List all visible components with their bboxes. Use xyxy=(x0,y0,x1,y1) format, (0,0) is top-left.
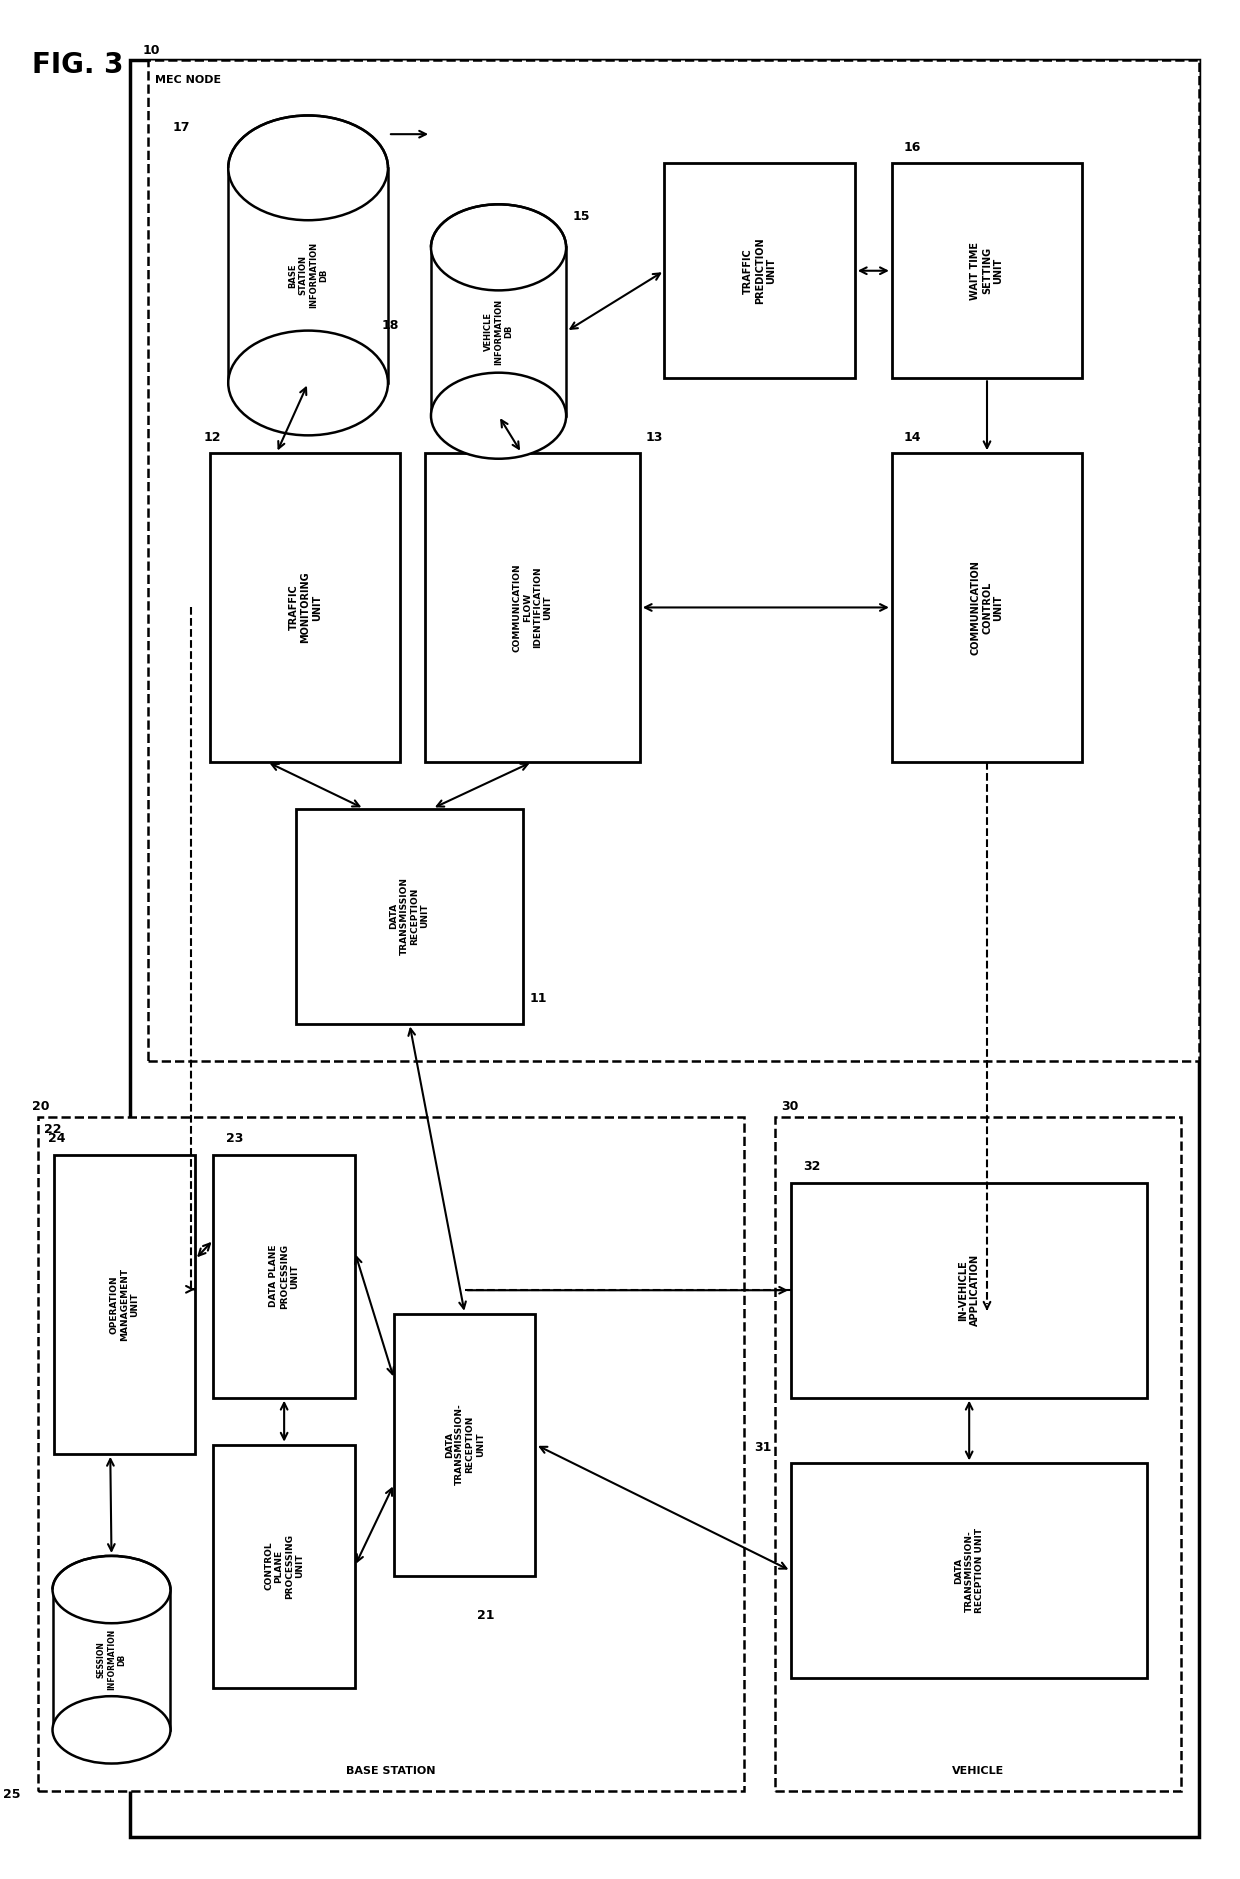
Text: 23: 23 xyxy=(226,1133,243,1146)
Text: 11: 11 xyxy=(529,992,547,1005)
Bar xyxy=(394,1313,536,1575)
Text: 30: 30 xyxy=(781,1101,799,1114)
Bar xyxy=(425,453,640,761)
Text: DATA
TRANSMISSION
RECEPTION
UNIT: DATA TRANSMISSION RECEPTION UNIT xyxy=(389,877,429,955)
Bar xyxy=(228,167,388,383)
Text: VEHICLE: VEHICLE xyxy=(951,1766,1004,1776)
Text: SESSION
INFORMATION
DB: SESSION INFORMATION DB xyxy=(97,1629,126,1691)
Bar xyxy=(791,1182,1147,1398)
Ellipse shape xyxy=(52,1556,170,1623)
Text: VEHICLE
INFORMATION
DB: VEHICLE INFORMATION DB xyxy=(484,299,513,365)
Bar xyxy=(432,248,567,415)
Text: FIG. 3: FIG. 3 xyxy=(32,51,123,79)
Text: 32: 32 xyxy=(804,1161,821,1172)
Text: OPERATION
MANAGEMENT
UNIT: OPERATION MANAGEMENT UNIT xyxy=(109,1268,139,1342)
Text: BASE
STATION
INFORMATION
DB: BASE STATION INFORMATION DB xyxy=(288,242,329,308)
Text: 20: 20 xyxy=(32,1101,50,1114)
Text: 12: 12 xyxy=(203,430,221,443)
Ellipse shape xyxy=(228,331,388,436)
Bar xyxy=(892,163,1083,378)
Text: 17: 17 xyxy=(172,120,191,133)
Text: COMMUNICATION
FLOW
IDENTIFICATION
UNIT: COMMUNICATION FLOW IDENTIFICATION UNIT xyxy=(512,564,553,652)
Text: 21: 21 xyxy=(477,1608,495,1622)
Ellipse shape xyxy=(228,115,388,220)
Bar xyxy=(210,453,401,761)
Bar xyxy=(53,1154,195,1454)
Ellipse shape xyxy=(432,372,567,458)
Text: DATA
TRANSMISSION-
RECEPTION
UNIT: DATA TRANSMISSION- RECEPTION UNIT xyxy=(445,1404,485,1486)
Bar xyxy=(775,1118,1180,1791)
Text: WAIT TIME
SETTING
UNIT: WAIT TIME SETTING UNIT xyxy=(971,242,1003,301)
Text: MEC NODE: MEC NODE xyxy=(155,75,221,85)
Bar xyxy=(149,60,1199,1062)
Text: 25: 25 xyxy=(4,1789,21,1800)
Bar xyxy=(791,1464,1147,1678)
Bar xyxy=(130,60,1199,1838)
Text: DATA
TRANSMISSION-
RECEPTION UNIT: DATA TRANSMISSION- RECEPTION UNIT xyxy=(955,1528,985,1614)
Text: CONTROL
PLANE
PROCESSING
UNIT: CONTROL PLANE PROCESSING UNIT xyxy=(264,1533,304,1599)
Text: 14: 14 xyxy=(904,430,921,443)
Bar xyxy=(665,163,854,378)
Bar xyxy=(213,1154,355,1398)
Text: 13: 13 xyxy=(646,430,663,443)
Ellipse shape xyxy=(432,205,567,291)
Text: 31: 31 xyxy=(754,1441,771,1454)
Bar xyxy=(892,453,1083,761)
Bar xyxy=(296,808,523,1024)
Bar xyxy=(37,1118,744,1791)
Text: 18: 18 xyxy=(382,319,399,331)
Text: 24: 24 xyxy=(47,1133,64,1146)
Text: TRAFFIC
PREDICTION
UNIT: TRAFFIC PREDICTION UNIT xyxy=(743,237,776,304)
Text: TRAFFIC
MONITORING
UNIT: TRAFFIC MONITORING UNIT xyxy=(289,571,321,643)
Text: IN-VEHICLE
APPLICATION: IN-VEHICLE APPLICATION xyxy=(959,1253,980,1327)
Bar xyxy=(213,1445,355,1687)
Ellipse shape xyxy=(52,1697,170,1764)
Text: DATA PLANE
PROCESSING
UNIT: DATA PLANE PROCESSING UNIT xyxy=(269,1244,299,1308)
Text: 10: 10 xyxy=(143,43,160,56)
Text: COMMUNICATION
CONTROL
UNIT: COMMUNICATION CONTROL UNIT xyxy=(971,560,1003,656)
Text: 22: 22 xyxy=(43,1124,62,1137)
Bar xyxy=(52,1590,170,1731)
Text: BASE STATION: BASE STATION xyxy=(346,1766,435,1776)
Text: 16: 16 xyxy=(904,141,921,154)
Text: 15: 15 xyxy=(573,210,590,224)
